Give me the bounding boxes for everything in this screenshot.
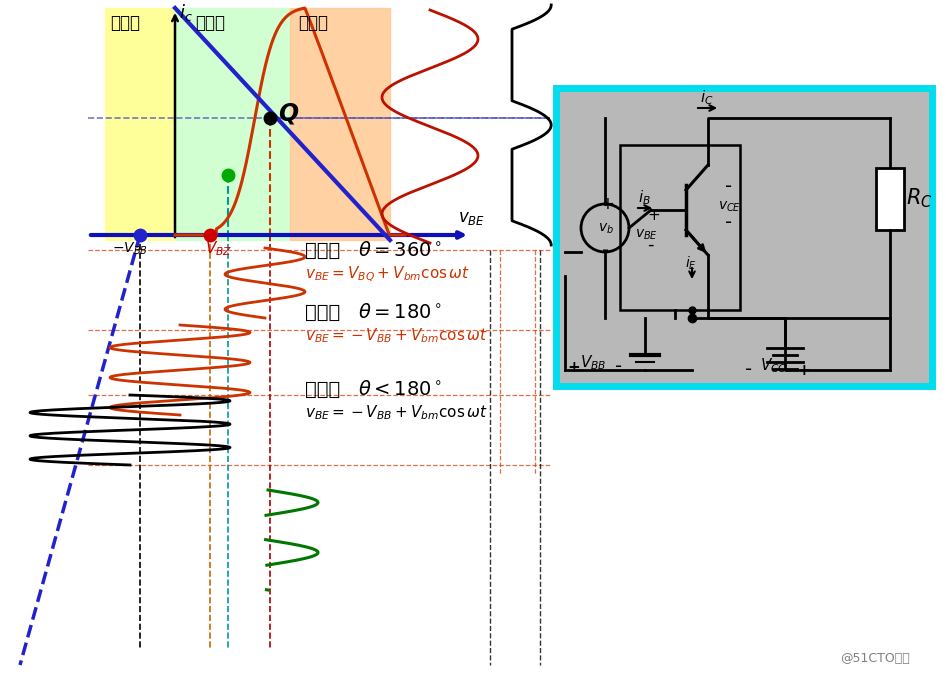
Text: 截止区: 截止区 [110, 14, 140, 32]
Text: -: - [602, 241, 609, 260]
Text: -: - [725, 213, 732, 232]
Text: -: - [615, 357, 622, 376]
Text: +: + [567, 360, 580, 375]
Text: +: + [600, 195, 614, 213]
Bar [556, 88, 932, 386]
Text: $\theta = 180^\circ$: $\theta = 180^\circ$ [358, 303, 443, 322]
Text: $i_B$: $i_B$ [638, 188, 651, 207]
Text: $i_E$: $i_E$ [685, 255, 697, 272]
Text: @51CTO博客: @51CTO博客 [840, 652, 910, 665]
Bar [620, 145, 740, 310]
Text: +: + [647, 208, 659, 223]
Text: $v_{BE}=-V_{BB}+V_{bm}\cos\omega t$: $v_{BE}=-V_{BB}+V_{bm}\cos\omega t$ [305, 326, 487, 345]
Text: $-V_{BB}$: $-V_{BB}$ [112, 241, 148, 258]
Text: $\theta < 180^\circ$: $\theta < 180^\circ$ [358, 380, 443, 399]
Text: $v_{CE}$: $v_{CE}$ [718, 200, 741, 214]
Bar [105, 8, 175, 240]
Text: -: - [647, 236, 654, 254]
Text: $\theta = 360^\circ$: $\theta = 360^\circ$ [358, 241, 443, 260]
Text: -: - [745, 360, 752, 379]
Text: 丙类：: 丙类： [305, 380, 341, 399]
Text: $v_{BE}=V_{BQ}+V_{bm}\cos\omega t$: $v_{BE}=V_{BQ}+V_{bm}\cos\omega t$ [305, 264, 470, 284]
Text: $v_{BE}$: $v_{BE}$ [458, 209, 485, 227]
Text: $v_b$: $v_b$ [598, 222, 614, 237]
Text: 乙类：: 乙类： [305, 303, 341, 322]
Bar [876, 168, 904, 230]
Text: -: - [725, 177, 732, 196]
Text: $v_{BE}=-V_{BB}+V_{bm}\cos\omega t$: $v_{BE}=-V_{BB}+V_{bm}\cos\omega t$ [305, 403, 487, 422]
Text: $V_{CC}$: $V_{CC}$ [760, 356, 787, 375]
Text: $\boldsymbol{Q}$: $\boldsymbol{Q}$ [278, 101, 299, 126]
Text: $v_{BE}$: $v_{BE}$ [635, 228, 658, 243]
Text: $V_{BZ}$: $V_{BZ}$ [205, 239, 232, 258]
Text: $V_{BB}$: $V_{BB}$ [580, 353, 606, 372]
Text: $i_C$: $i_C$ [700, 88, 713, 107]
Text: $R_C$: $R_C$ [906, 186, 933, 210]
Bar [290, 8, 390, 240]
Bar [175, 8, 290, 240]
Text: 放大区: 放大区 [195, 14, 225, 32]
Text: 饱和区: 饱和区 [298, 14, 328, 32]
Text: +: + [797, 363, 810, 378]
Text: 甲类：: 甲类： [305, 241, 341, 260]
Text: $i_c$: $i_c$ [179, 2, 193, 23]
